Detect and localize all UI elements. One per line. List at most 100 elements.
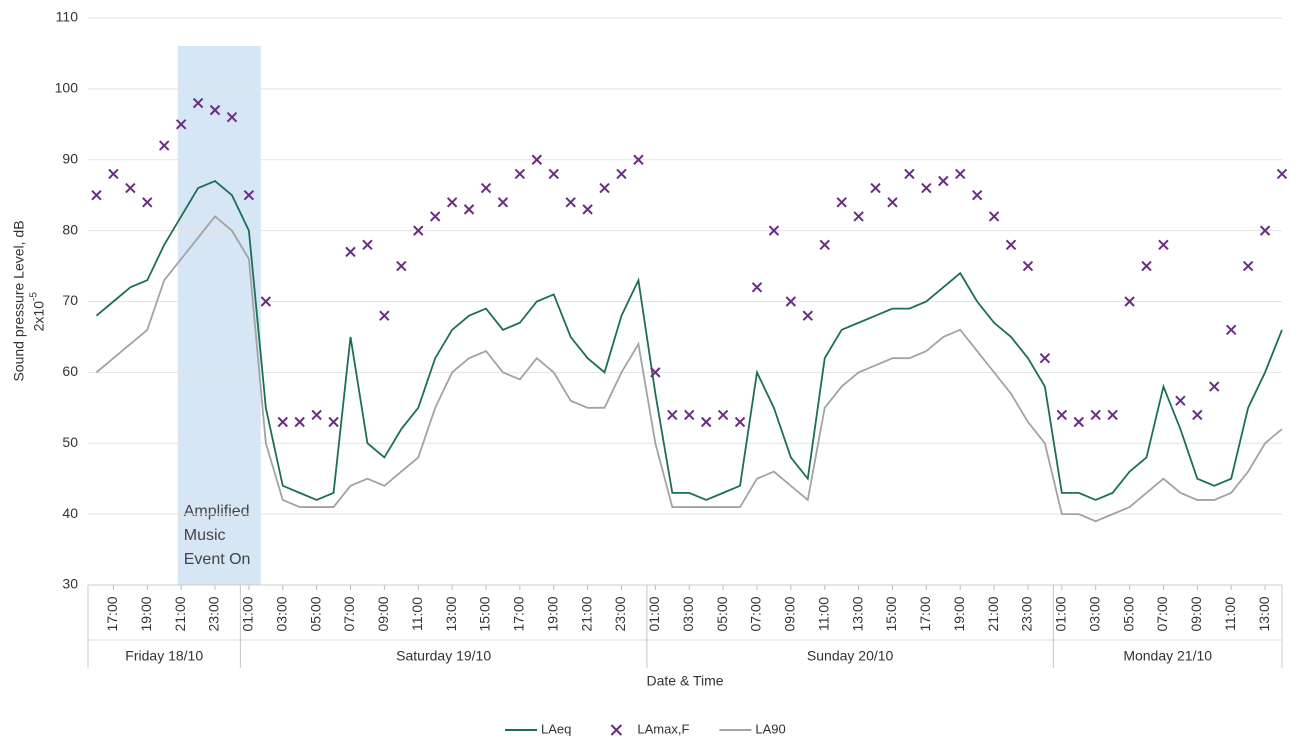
x-tick-label: 13:00 <box>1256 596 1272 631</box>
marker <box>294 416 305 428</box>
marker <box>480 182 492 194</box>
y-tick-label: 100 <box>55 80 79 96</box>
x-tick-label: 09:00 <box>1188 596 1204 631</box>
marker <box>1175 395 1186 406</box>
x-tick-label: 23:00 <box>206 596 222 631</box>
marker <box>700 416 712 428</box>
x-tick-label: 17:00 <box>917 596 933 631</box>
y-tick-label: 60 <box>62 363 78 379</box>
marker <box>599 182 610 194</box>
y-axis-title: Sound pressure Level, dB <box>11 220 27 381</box>
annotation: Music <box>184 527 226 544</box>
marker <box>988 211 1000 222</box>
marker <box>125 182 136 194</box>
marker <box>209 104 221 116</box>
marker <box>446 197 458 208</box>
marker <box>175 119 187 130</box>
marker <box>904 168 915 180</box>
marker <box>582 204 593 215</box>
x-tick-label: 15:00 <box>883 596 899 631</box>
marker <box>684 409 695 421</box>
marker <box>497 197 509 208</box>
marker <box>429 211 441 222</box>
marker <box>734 416 746 428</box>
marker <box>1073 416 1084 428</box>
marker <box>514 168 526 180</box>
marker <box>362 239 373 251</box>
marker <box>277 416 288 428</box>
x-tick-label: 17:00 <box>104 596 120 631</box>
x-tick-label: 03:00 <box>273 596 289 631</box>
line-series <box>95 215 1283 523</box>
y-tick-label: 40 <box>62 505 78 521</box>
marker <box>159 140 170 151</box>
x-tick-label: 11:00 <box>815 597 831 631</box>
y-tick-label: 80 <box>62 221 78 237</box>
line-series <box>95 179 1283 501</box>
x-tick-label: 01:00 <box>1053 596 1069 631</box>
marker <box>616 168 627 180</box>
legend-label: LAmax,F <box>637 721 689 736</box>
marker <box>1158 239 1169 251</box>
x-tick-label: 11:00 <box>1222 597 1238 631</box>
marker <box>1090 409 1101 421</box>
annotation: Amplified <box>184 503 250 520</box>
legend-label: LAeq <box>541 721 571 736</box>
x-tick-label: 03:00 <box>1086 596 1102 631</box>
y-tick-label: 30 <box>62 576 78 592</box>
x-tick-label: 09:00 <box>375 596 391 631</box>
marker <box>91 189 102 201</box>
marker <box>785 296 797 307</box>
marker <box>1124 296 1135 307</box>
x-tick-label: 07:00 <box>1154 596 1170 631</box>
y-axis-unit: 2x10 <box>31 301 47 332</box>
marker <box>819 239 830 251</box>
marker <box>1225 324 1237 336</box>
x-tick-label: 23:00 <box>1019 596 1035 631</box>
marker <box>379 310 390 321</box>
marker <box>142 197 153 208</box>
y-tick-label: 110 <box>56 9 79 25</box>
x-tick-label: 01:00 <box>646 596 662 631</box>
y-tick-label: 70 <box>62 292 78 308</box>
marker <box>260 296 272 307</box>
x-tick-label: 13:00 <box>443 596 459 631</box>
day-label: Monday 21/10 <box>1123 648 1212 664</box>
marker <box>955 168 966 180</box>
marker <box>1107 409 1118 421</box>
marker <box>396 260 407 272</box>
day-label: Saturday 19/10 <box>396 648 491 664</box>
x-axis-title: Date & Time <box>646 673 723 689</box>
x-tick-label: 17:00 <box>511 596 527 631</box>
marker <box>802 310 813 321</box>
marker <box>1276 168 1288 180</box>
marker <box>717 409 729 421</box>
x-tick-label: 11:00 <box>409 597 425 631</box>
marker <box>971 189 983 201</box>
x-tick-label: 19:00 <box>138 596 154 631</box>
marker <box>108 168 119 180</box>
marker <box>938 175 949 187</box>
day-label: Sunday 20/10 <box>807 648 894 664</box>
shaded-region <box>177 46 261 585</box>
x-tick-label: 23:00 <box>612 596 628 631</box>
x-tick-label: 19:00 <box>544 596 560 631</box>
marker <box>1056 409 1068 421</box>
marker <box>870 182 881 194</box>
marker <box>226 112 238 123</box>
x-tick-label: 05:00 <box>307 596 323 631</box>
marker <box>633 154 644 165</box>
x-tick-label: 13:00 <box>849 596 865 631</box>
marker <box>1022 260 1034 272</box>
x-tick-label: 19:00 <box>951 596 967 631</box>
marker <box>531 154 543 165</box>
x-tick-label: 05:00 <box>1120 596 1136 631</box>
marker <box>1242 260 1254 272</box>
marker <box>463 204 475 215</box>
marker <box>768 225 780 236</box>
x-tick-label: 15:00 <box>477 596 493 631</box>
marker <box>1192 409 1203 421</box>
marker <box>667 409 678 421</box>
x-tick-label: 05:00 <box>714 596 730 631</box>
marker <box>853 211 864 222</box>
